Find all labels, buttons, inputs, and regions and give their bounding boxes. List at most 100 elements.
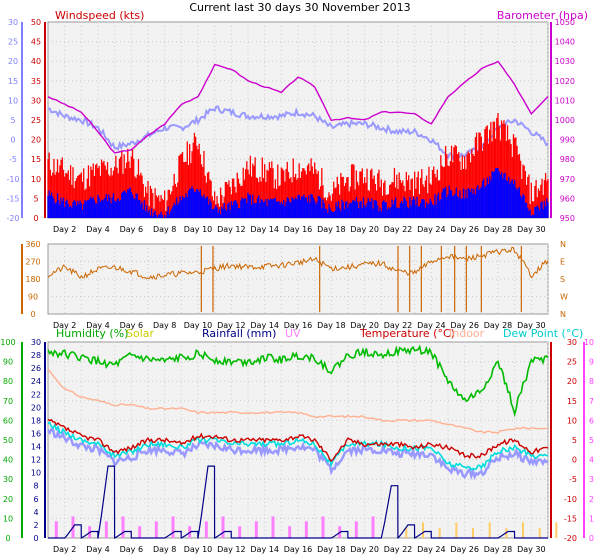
wind-barometer-panel: Windspeed (kts) Barometer (hpa) -20 -15 -1… (6, 9, 588, 234)
uv-spike-15 (288, 526, 292, 538)
p1-xtick-3: Day 8 (153, 225, 176, 234)
chart-title: Current last 30 days 30 November 2013 (189, 1, 410, 14)
p3-temp-tick-1: -15 (564, 514, 577, 523)
uv-spike-6 (138, 526, 142, 538)
p3-rain-tick-10: 20 (31, 403, 41, 412)
p1-left-tick-3: 15 (31, 155, 41, 164)
p2-right-tick-2: S (560, 275, 565, 284)
p1-left-tick-2: 10 (31, 175, 41, 184)
p3-xtick-1: Day 4 (86, 545, 109, 554)
p3-xtick-0: Day 2 (53, 545, 76, 554)
p2-xtick-10: Day 22 (384, 321, 413, 330)
p3-rain-tick-3: 6 (33, 495, 38, 504)
p1-xtick-13: Day 28 (484, 225, 513, 234)
p1-farleft-tick-10: 30 (8, 18, 18, 27)
solar-spike-29 (522, 522, 524, 538)
p1-left-tick-7: 35 (31, 77, 41, 86)
p3-rain-tick-7: 14 (31, 443, 41, 452)
uv-spike-13 (254, 521, 258, 538)
p1-farleft-tick-5: 5 (10, 116, 15, 125)
p3-rain-tick-5: 10 (31, 469, 41, 478)
p3-rain-tick-6: 12 (31, 456, 41, 465)
p3-uv-tick-0: 0 (589, 534, 594, 543)
uv-spike-10 (204, 521, 208, 538)
p3-temp-tick-3: -5 (569, 475, 577, 484)
uv-spike-7 (154, 521, 158, 538)
p3-temp-tick-8: 20 (567, 377, 577, 386)
p3-rain-tick-15: 30 (31, 338, 41, 347)
p1-left-tick-10: 50 (31, 18, 41, 27)
p1-right-tick-9: 1040 (555, 38, 575, 47)
p2-xtick-13: Day 28 (484, 321, 513, 330)
p3-rain-tick-0: 0 (33, 534, 38, 543)
p2-xtick-12: Day 26 (450, 321, 479, 330)
p1-xtick-1: Day 4 (86, 225, 109, 234)
p1-xtick-11: Day 24 (417, 225, 446, 234)
p3-temp-tick-5: 5 (572, 436, 577, 445)
solar-spike-24 (438, 528, 441, 538)
p2-xtick-5: Day 12 (217, 321, 246, 330)
p1-left-tick-0: 0 (33, 214, 38, 223)
solar-spike-30 (538, 528, 541, 538)
p3-rain-tick-13: 26 (31, 364, 41, 373)
p1-farleft-tick-6: 10 (8, 96, 18, 105)
p2-xtick-2: Day 6 (120, 321, 143, 330)
p2-xtick-1: Day 4 (86, 321, 109, 330)
p2-xtick-8: Day 18 (317, 321, 346, 330)
humidity-line (47, 344, 549, 418)
p1-xtick-2: Day 6 (120, 225, 143, 234)
wind-direction-line (47, 246, 549, 280)
legend-dewpoint: Dew Point (°C) (503, 327, 583, 340)
p1-xtick-8: Day 18 (317, 225, 346, 234)
p1-farleft-tick-4: 0 (10, 136, 15, 145)
dewpoint-line (47, 421, 549, 471)
p3-xtick-13: Day 28 (484, 545, 513, 554)
p3-humidity-tick-6: 60 (3, 416, 13, 425)
p3-rain-tick-4: 8 (33, 482, 38, 491)
p1-farleft-tick-8: 20 (8, 57, 18, 66)
p3-uv-tick-7: 7 (589, 397, 594, 406)
p2-right-tick-1: W (560, 293, 568, 302)
solar-spike-25 (455, 522, 458, 538)
p3-rain-tick-1: 2 (33, 521, 38, 530)
p3-xtick-8: Day 18 (317, 545, 346, 554)
solar-spike-27 (488, 522, 491, 538)
p1-left-tick-4: 20 (31, 136, 41, 145)
p1-farleft-tick-7: 15 (8, 77, 18, 86)
p2-right-tick-3: E (560, 258, 565, 267)
p3-temp-tick-6: 10 (567, 416, 577, 425)
p3-temp-tick-4: 0 (572, 456, 577, 465)
p3-humidity-tick-7: 70 (3, 397, 13, 406)
p1-left-tick-1: 5 (33, 194, 38, 203)
p3-rain-tick-8: 16 (31, 429, 41, 438)
p2-left-tick-0: 0 (30, 310, 35, 319)
p1-xtick-9: Day 20 (350, 225, 379, 234)
p2-xtick-4: Day 10 (184, 321, 213, 330)
indoor-line (47, 369, 549, 434)
p3-xtick-10: Day 22 (384, 545, 413, 554)
p3-xtick-2: Day 6 (120, 545, 143, 554)
uv-spike-11 (221, 516, 225, 538)
p3-rain-tick-9: 18 (31, 416, 41, 425)
p1-right-tick-2: 970 (560, 175, 575, 184)
solar-spike-26 (472, 528, 474, 538)
p3-humidity-tick-10: 100 (0, 338, 15, 347)
p1-xtick-7: Day 16 (284, 225, 313, 234)
windspeed-axis-label: Windspeed (kts) (55, 9, 144, 22)
p3-temp-tick-9: 25 (567, 358, 577, 367)
uv-spike-8 (171, 516, 175, 538)
p3-humidity-tick-1: 10 (3, 514, 13, 523)
p3-rain-tick-14: 28 (31, 351, 41, 360)
uv-spike-17 (321, 516, 325, 538)
p3-humidity-tick-8: 80 (3, 377, 13, 386)
p2-xtick-9: Day 20 (350, 321, 379, 330)
p2-xtick-7: Day 16 (284, 321, 313, 330)
p3-temp-tick-0: -20 (564, 534, 577, 543)
legend-uv: UV (285, 327, 301, 340)
feels-like-line (46, 427, 549, 481)
p3-humidity-tick-5: 50 (3, 436, 13, 445)
p3-xtick-3: Day 8 (153, 545, 176, 554)
p1-right-tick-3: 980 (560, 155, 575, 164)
